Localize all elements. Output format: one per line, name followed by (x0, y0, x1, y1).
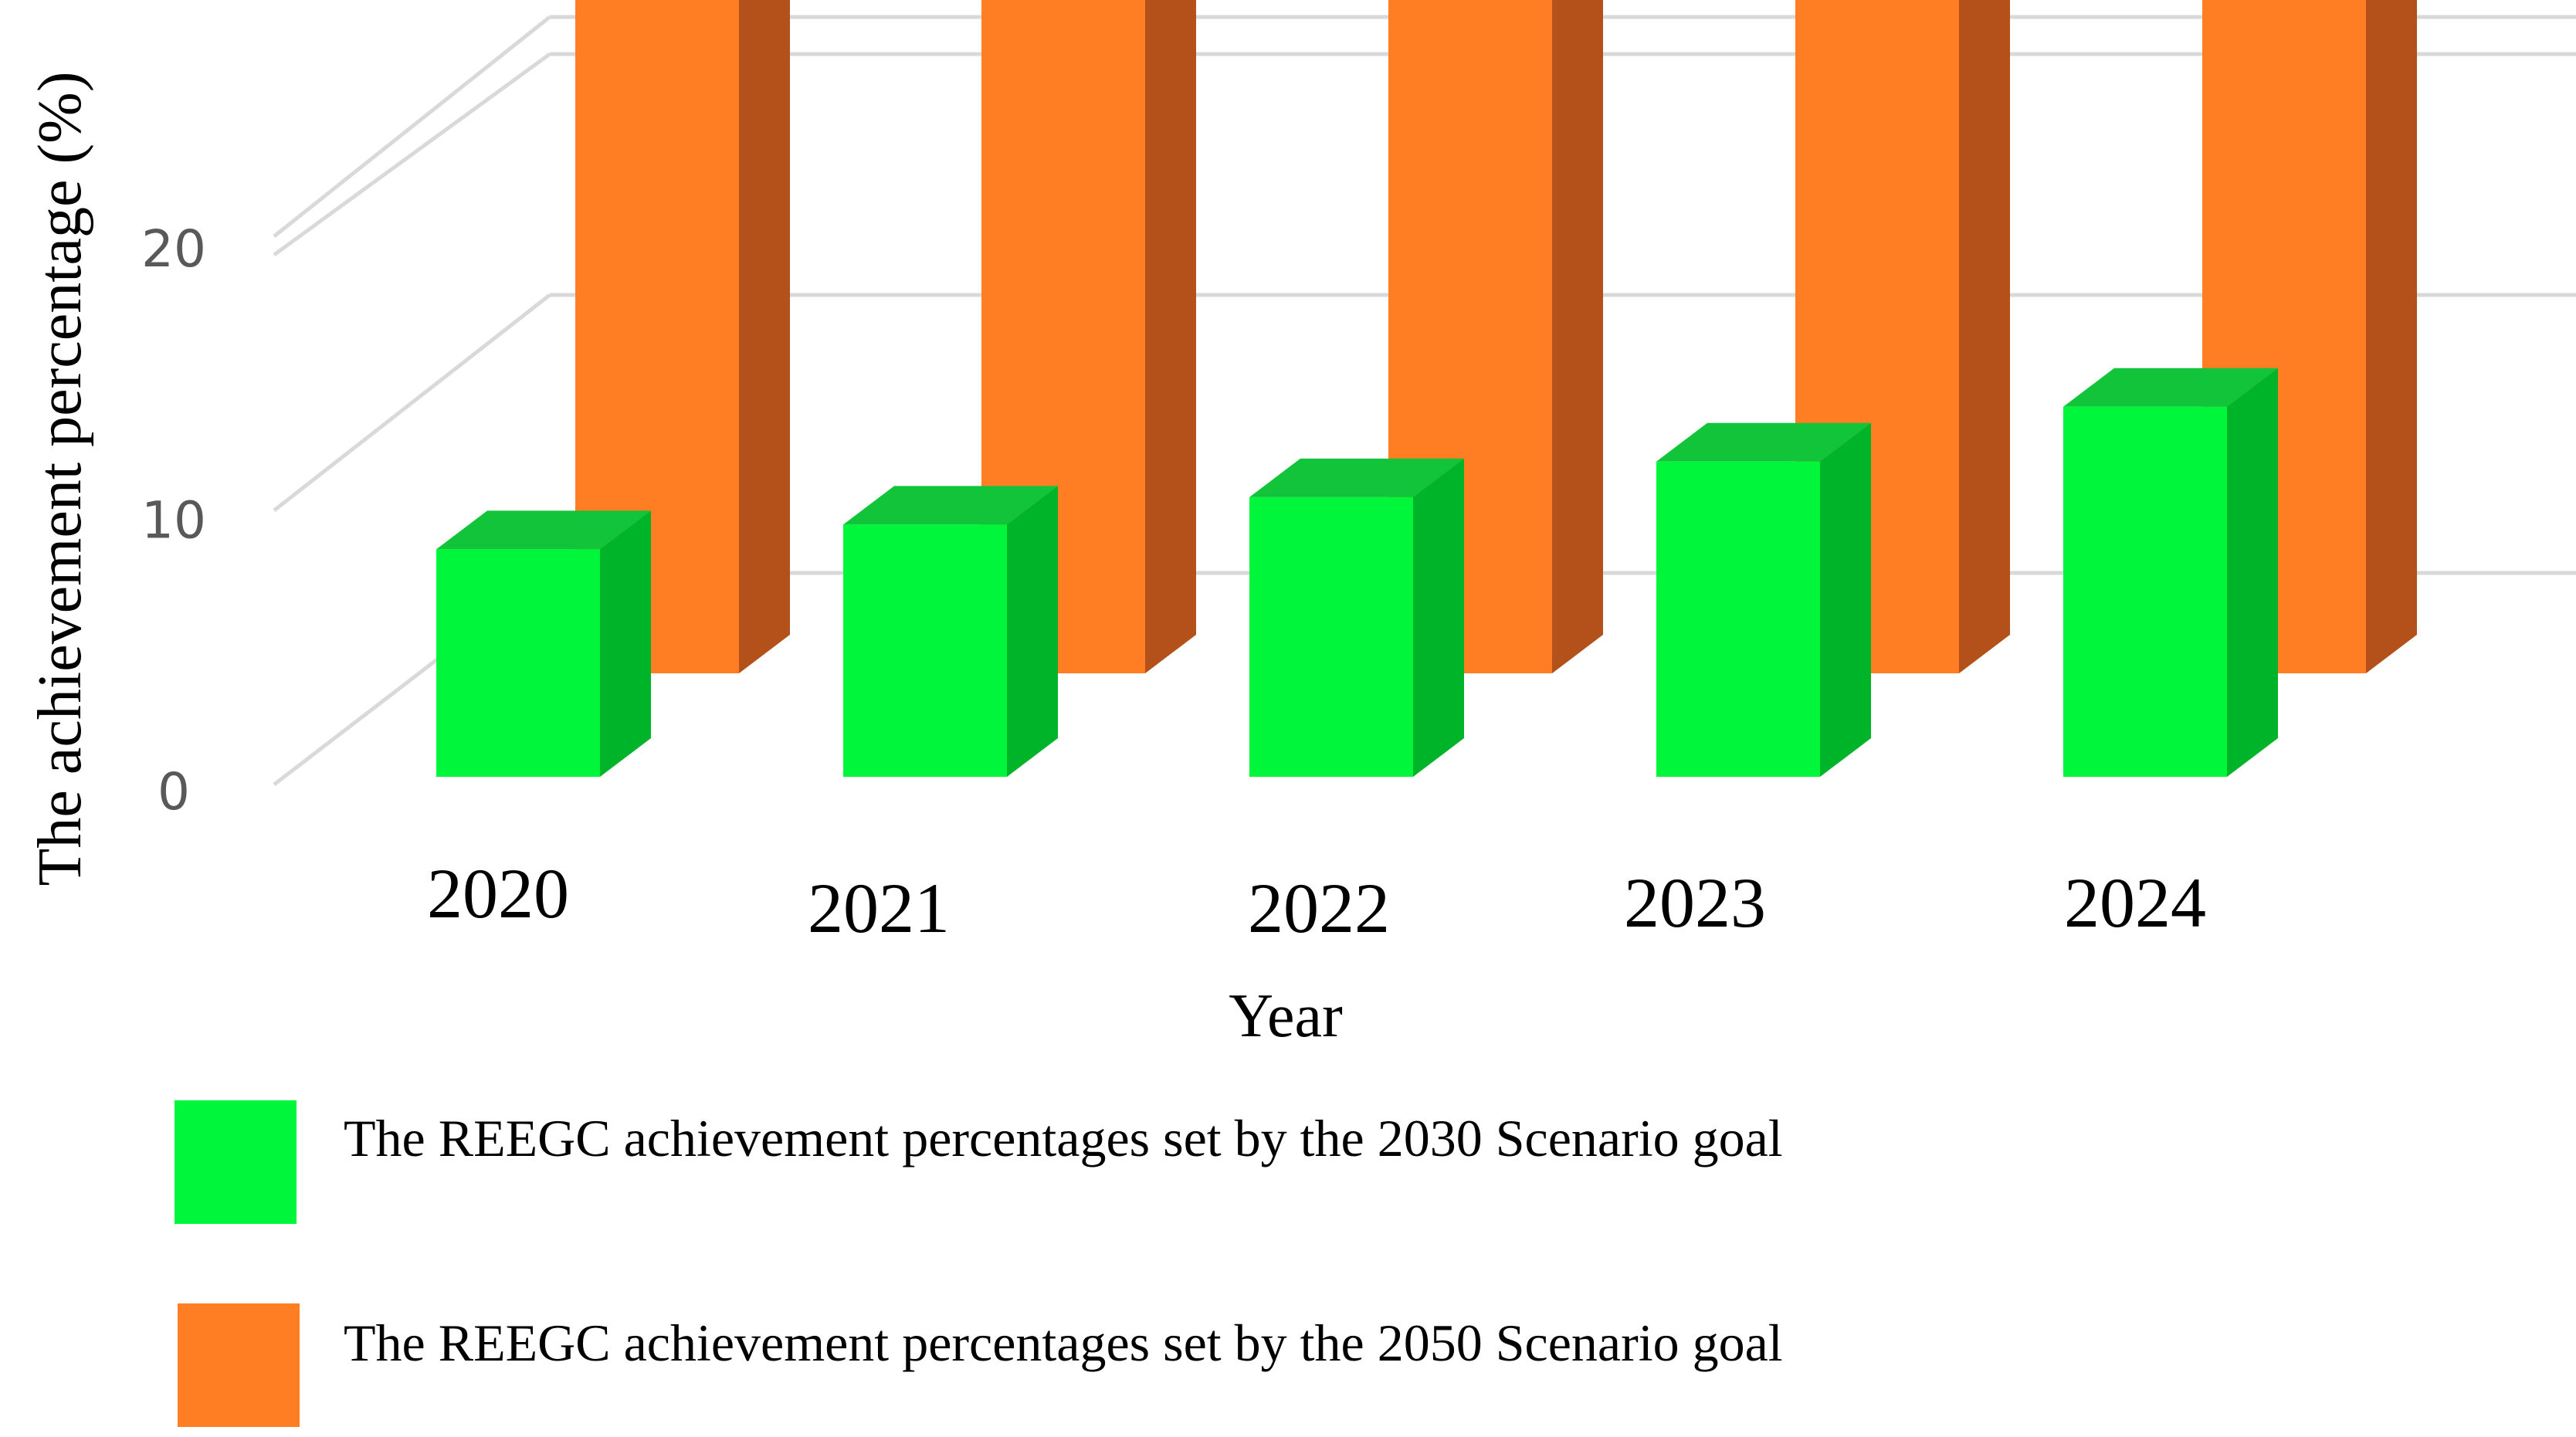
bar-2050-2022-side (1552, 0, 1603, 673)
legend: The REEGC achievement percentages set by… (175, 1100, 1783, 1427)
bar-2050-2024-side (2366, 0, 2417, 673)
bar-2030-2021-side (1007, 486, 1058, 777)
bar-2050-2020 (575, 0, 790, 673)
bar-2030-2023-front (1656, 461, 1820, 777)
bar-2030-2024-side (2227, 368, 2278, 777)
bar-2050-2021-side (1145, 0, 1196, 673)
legend-swatch (175, 1100, 297, 1224)
bar-2030-2023-side (1820, 422, 1871, 777)
bar-2030-2022-front (1249, 497, 1413, 777)
bar-2030-2022-top (1249, 458, 1464, 497)
bar-2030-2022-side (1413, 458, 1464, 777)
bar-2030-2021-front (843, 524, 1007, 777)
gridline-diagonal (273, 293, 551, 512)
x-tick-label: 2022 (1248, 869, 1390, 947)
bar-2050-2022 (1388, 0, 1603, 674)
y-axis-ticks: 010203040 (141, 0, 206, 822)
bar-2030-2023-top (1656, 422, 1871, 462)
x-tick-label: 2020 (427, 854, 569, 933)
bar-2030-2021-top (843, 486, 1058, 525)
legend-swatch (178, 1303, 300, 1427)
x-axis-title: Year (1229, 982, 1342, 1050)
bar-2030-2021 (843, 486, 1058, 777)
legend-label: The REEGC achievement percentages set by… (344, 1313, 1783, 1372)
bar-2030-2024-front (2063, 406, 2227, 777)
bar-2050-2021 (981, 0, 1196, 673)
x-tick-label: 2023 (1624, 863, 1766, 942)
bar-2030-2024 (2063, 368, 2278, 777)
bar-2030-2020-side (600, 510, 651, 777)
y-tick-label: 30 (141, 0, 206, 8)
y-tick-label: 0 (158, 762, 190, 822)
bar-2050-2023-side (1959, 0, 2010, 673)
y-tick-label: 10 (141, 491, 206, 551)
y-axis-title: The achievement percentage (%) (26, 72, 94, 886)
bars (436, 0, 2417, 777)
gridline-diagonal (273, 52, 551, 257)
x-tick-label: 2021 (808, 869, 950, 947)
gridline-diagonal (273, 15, 551, 238)
bar-2030-2023 (1656, 422, 1871, 777)
legend-label: The REEGC achievement percentages set by… (344, 1109, 1783, 1168)
x-tick-label: 2024 (2064, 863, 2206, 942)
bar-2030-2020-top (436, 510, 651, 550)
bar-2030-2020 (436, 510, 651, 777)
bar-2030-2020-front (436, 549, 600, 777)
x-axis-ticks: 2020 2021 2022 2023 2024 (427, 854, 2206, 947)
bar-2030-2024-top (2063, 368, 2278, 407)
bar-2050-2020-side (739, 0, 790, 673)
bar-2030-2022 (1249, 458, 1464, 777)
bar-2050-2024 (2202, 0, 2417, 673)
y-tick-label: 20 (141, 219, 206, 279)
